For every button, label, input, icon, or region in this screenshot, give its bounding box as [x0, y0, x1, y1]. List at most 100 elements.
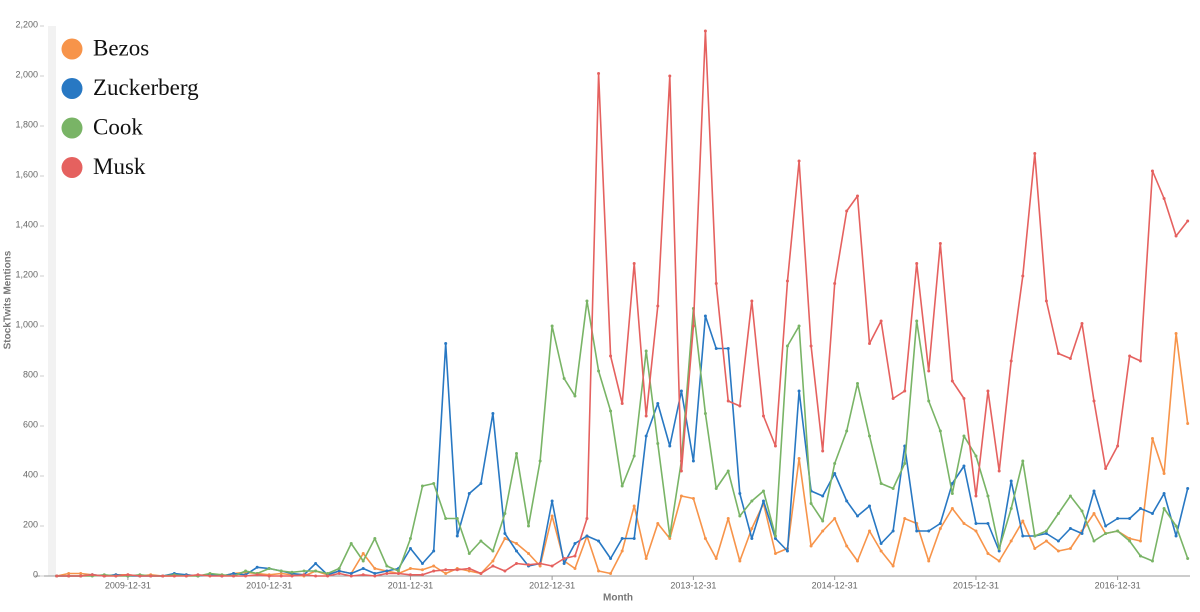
- data-point: [915, 529, 919, 533]
- data-point: [455, 568, 459, 572]
- data-point: [738, 404, 742, 408]
- data-point: [714, 282, 718, 285]
- data-point: [833, 472, 837, 475]
- data-point: [491, 549, 495, 553]
- data-point: [161, 574, 165, 578]
- data-point: [938, 242, 942, 245]
- data-point: [408, 567, 412, 570]
- x-tick-label: 2014-12-31: [812, 580, 858, 590]
- y-tick-label: 1,400: [15, 219, 38, 229]
- data-point: [1044, 299, 1048, 303]
- y-tick-label: 2,200: [15, 19, 38, 29]
- data-point: [1116, 444, 1120, 448]
- data-point: [255, 573, 259, 577]
- data-point: [761, 499, 765, 503]
- data-point: [585, 534, 589, 538]
- y-tick-label: 2,000: [15, 69, 38, 79]
- data-point: [738, 514, 742, 518]
- data-point: [67, 574, 71, 578]
- data-point: [1162, 492, 1166, 495]
- data-point: [467, 569, 471, 573]
- data-point: [950, 507, 954, 510]
- data-point: [703, 314, 707, 318]
- data-point: [562, 377, 566, 380]
- data-point: [55, 574, 59, 578]
- data-point: [597, 72, 601, 75]
- data-point: [1186, 219, 1190, 223]
- data-point: [609, 354, 613, 358]
- data-point: [232, 572, 236, 575]
- x-tick-label: 2013-12-31: [670, 580, 716, 590]
- data-point: [1056, 549, 1060, 553]
- data-point: [361, 552, 365, 555]
- data-point: [467, 492, 471, 495]
- data-point: [79, 572, 83, 575]
- data-point: [1092, 512, 1096, 515]
- data-point: [573, 542, 577, 545]
- data-point: [102, 574, 106, 578]
- data-point: [550, 564, 554, 568]
- data-point: [527, 552, 531, 555]
- data-point: [503, 512, 507, 515]
- legend-label: Musk: [93, 154, 146, 179]
- y-tick-label: 1,000: [15, 319, 38, 329]
- data-point: [879, 482, 883, 485]
- data-point: [1021, 459, 1025, 463]
- data-point: [538, 562, 542, 565]
- data-point: [773, 552, 777, 555]
- data-point: [244, 574, 248, 578]
- data-point: [632, 454, 636, 458]
- data-point: [385, 564, 389, 568]
- x-tick-label: 2011-12-31: [388, 580, 433, 590]
- data-point: [444, 568, 448, 572]
- data-point: [1068, 547, 1072, 550]
- data-point: [632, 262, 636, 265]
- y-tick-label: 1,800: [15, 119, 38, 129]
- data-point: [891, 487, 895, 490]
- data-point: [833, 282, 837, 285]
- data-point: [326, 572, 330, 575]
- data-point: [1092, 539, 1096, 543]
- data-point: [997, 549, 1001, 553]
- data-point: [927, 559, 931, 563]
- data-point: [585, 299, 589, 303]
- data-point: [997, 547, 1001, 550]
- data-point: [856, 382, 860, 385]
- data-point: [467, 567, 471, 570]
- data-point: [833, 517, 837, 520]
- data-point: [891, 529, 895, 533]
- data-point: [997, 559, 1001, 563]
- data-point: [903, 389, 907, 393]
- data-point: [1080, 532, 1084, 535]
- data-point: [232, 574, 236, 578]
- data-point: [1009, 479, 1013, 483]
- data-point: [1186, 487, 1190, 490]
- data-point: [1186, 422, 1190, 425]
- data-point: [938, 522, 942, 525]
- data-point: [479, 572, 483, 575]
- data-point: [1174, 534, 1178, 538]
- data-point: [114, 574, 118, 578]
- data-point: [879, 549, 883, 553]
- data-point: [1009, 507, 1013, 510]
- data-point: [503, 569, 507, 573]
- data-point: [1056, 512, 1060, 515]
- data-point: [726, 469, 730, 473]
- data-point: [1021, 534, 1025, 538]
- data-point: [573, 554, 577, 558]
- data-point: [1174, 234, 1178, 238]
- data-point: [1092, 489, 1096, 493]
- legend-swatch: [61, 38, 83, 60]
- data-point: [420, 573, 424, 577]
- data-point: [1044, 532, 1048, 535]
- x-tick-label: 2010-12-31: [246, 580, 292, 590]
- data-point: [408, 573, 412, 577]
- data-point: [868, 529, 872, 533]
- data-point: [1162, 472, 1166, 475]
- data-point: [609, 409, 613, 413]
- data-point: [679, 469, 683, 473]
- data-point: [761, 489, 765, 493]
- data-point: [90, 573, 94, 577]
- data-point: [279, 574, 283, 578]
